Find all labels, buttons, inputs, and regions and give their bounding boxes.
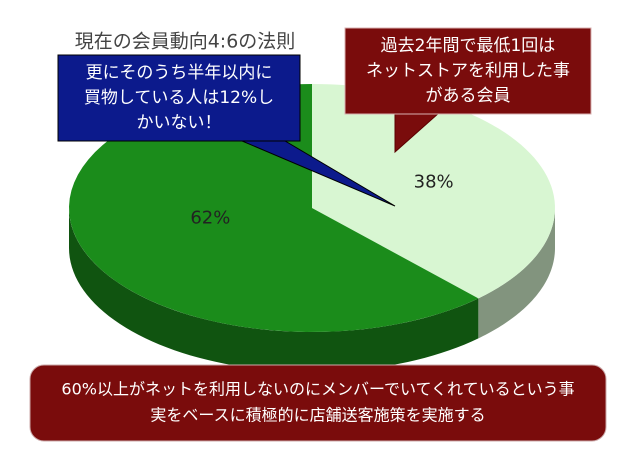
callout-text: がある会員 xyxy=(426,86,511,106)
pie-side xyxy=(478,208,555,339)
callout-box xyxy=(344,27,592,115)
footnote-text: 実をベースに積極的に店舗送客施策を実施する xyxy=(150,406,485,425)
callout-text: 更にそのうち半年以内に xyxy=(86,63,273,83)
chart-title: 現在の会員動向4:6の法則 xyxy=(75,31,296,53)
pie-slice xyxy=(69,84,479,332)
callout-text: かいない！ xyxy=(137,113,222,133)
callout-text: 過去2年間で最低1回は xyxy=(381,36,556,56)
data-label: 62% xyxy=(190,208,230,229)
callout-text: ネットストアを利用した事 xyxy=(366,61,570,81)
callout-box xyxy=(57,54,301,142)
footnote-text: 60%以上がネットを利用しないのにメンバーでいてくれているという事 xyxy=(61,380,574,399)
callout-text: 買物している人は12%し xyxy=(84,88,274,108)
pie xyxy=(69,84,555,372)
data-label: 38% xyxy=(414,171,454,192)
pie-slice xyxy=(312,84,555,299)
pie-side xyxy=(69,208,479,372)
footnote-box xyxy=(29,364,607,442)
